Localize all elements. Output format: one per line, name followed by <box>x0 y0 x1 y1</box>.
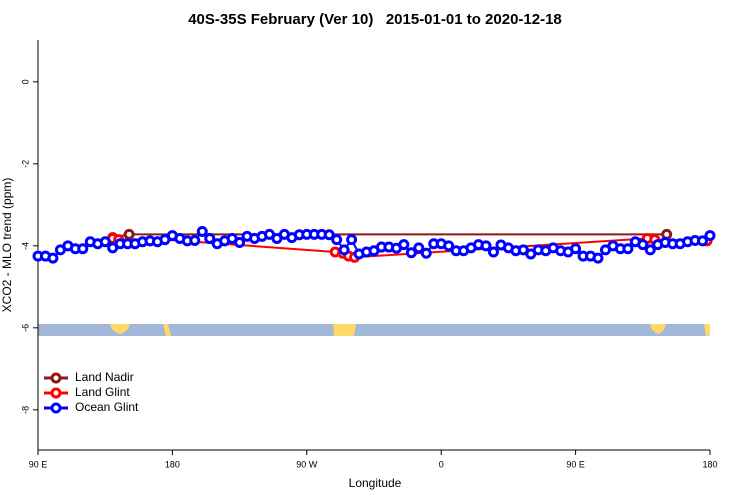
land-blob <box>110 324 130 334</box>
data-point <box>570 243 582 255</box>
data-point <box>413 242 425 254</box>
data-point <box>398 239 410 251</box>
y-tick-label: -6 <box>20 324 30 332</box>
land-blob <box>704 324 710 336</box>
data-point <box>443 240 455 252</box>
data-point <box>234 237 246 249</box>
legend-label: Ocean Glint <box>75 400 139 414</box>
land-blob <box>650 324 666 334</box>
y-axis-label: XCO2 - MLO trend (ppm) <box>0 178 14 313</box>
data-point <box>123 228 135 240</box>
y-tick-label: 0 <box>20 79 30 84</box>
land-blob <box>163 324 171 336</box>
data-point <box>189 234 201 246</box>
data-point <box>99 236 111 248</box>
data-point <box>661 228 673 240</box>
legend-swatch <box>50 387 62 399</box>
x-tick-label: 180 <box>165 459 180 469</box>
data-point <box>704 230 716 242</box>
data-point <box>480 240 492 252</box>
data-point <box>338 244 350 256</box>
data-point <box>644 244 656 256</box>
x-tick-label: 90 E <box>29 459 48 469</box>
data-point <box>487 246 499 258</box>
data-point <box>697 235 709 247</box>
legend-label: Land Glint <box>75 385 130 399</box>
data-point <box>637 239 649 251</box>
data-point <box>323 229 335 241</box>
ocean-strip <box>38 324 710 336</box>
y-tick-label: -4 <box>20 242 30 250</box>
chart-title: 40S-35S February (Ver 10) 2015-01-01 to … <box>188 11 562 28</box>
x-tick-label: 0 <box>439 459 444 469</box>
data-point <box>77 243 89 255</box>
x-axis-label: Longitude <box>349 476 402 490</box>
legend-label: Land Nadir <box>75 370 134 384</box>
data-point <box>592 252 604 264</box>
data-point <box>346 234 358 246</box>
data-point <box>196 225 208 237</box>
legend-swatch <box>50 372 62 384</box>
land-mask <box>38 324 710 336</box>
data-point <box>420 247 432 259</box>
x-tick-label: 90 W <box>296 459 318 469</box>
legend-swatch <box>50 402 62 414</box>
data-point <box>622 243 634 255</box>
land-blob <box>333 324 356 336</box>
y-tick-label: -2 <box>20 160 30 168</box>
x-tick-label: 90 E <box>566 459 585 469</box>
y-tick-label: -8 <box>20 406 30 414</box>
data-point <box>405 247 417 259</box>
data-point <box>47 252 59 264</box>
data-point <box>331 234 343 246</box>
x-tick-label: 180 <box>702 459 717 469</box>
data-point <box>204 232 216 244</box>
